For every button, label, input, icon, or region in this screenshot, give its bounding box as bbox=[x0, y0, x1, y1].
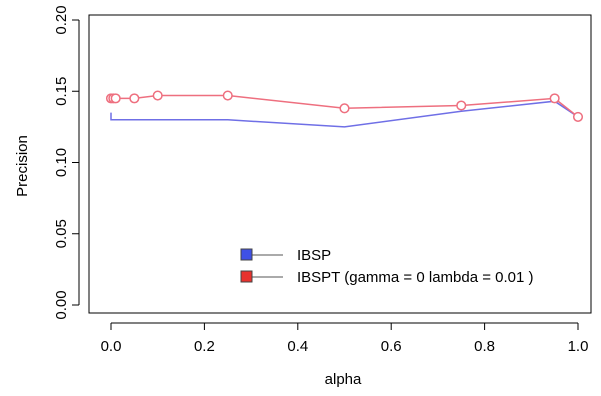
x-axis: 0.0 0.2 0.4 0.6 0.8 1.0 bbox=[101, 322, 589, 355]
data-point bbox=[152, 90, 163, 101]
data-point bbox=[456, 100, 467, 111]
legend-label-ibsp: IBSP bbox=[297, 247, 331, 264]
x-tick-label: 0.4 bbox=[287, 338, 308, 355]
y-tick-label: 0.20 bbox=[53, 5, 70, 34]
y-tick-label: 0.10 bbox=[53, 148, 70, 177]
plot-frame bbox=[88, 14, 592, 314]
x-tick-label: 0.6 bbox=[381, 338, 402, 355]
data-point bbox=[339, 103, 350, 114]
y-tick-label: 0.05 bbox=[53, 219, 70, 248]
data-point bbox=[129, 93, 140, 104]
data-point bbox=[572, 111, 584, 122]
y-tick-label: 0.15 bbox=[53, 77, 70, 106]
data-point bbox=[110, 93, 121, 104]
y-tick-label: 0.00 bbox=[53, 290, 70, 319]
legend: IBSP IBSPT (gamma = 0 lambda = 0.01 ) bbox=[240, 247, 534, 286]
legend-label-ibspt: IBSPT (gamma = 0 lambda = 0.01 ) bbox=[297, 269, 534, 286]
x-tick-label: 1.0 bbox=[568, 338, 589, 355]
x-tick-label: 0.8 bbox=[474, 338, 495, 355]
y-axis: 0.00 0.05 0.10 0.15 0.20 bbox=[53, 5, 80, 320]
legend-swatch-ibsp bbox=[240, 248, 253, 261]
legend-swatch-ibspt bbox=[240, 270, 253, 283]
x-tick-label: 0.0 bbox=[101, 338, 122, 355]
data-point bbox=[549, 93, 560, 104]
x-axis-title: alpha bbox=[325, 371, 362, 388]
series-layer bbox=[105, 90, 584, 128]
data-point bbox=[222, 90, 233, 101]
x-tick-label: 0.2 bbox=[194, 338, 215, 355]
y-axis-title: Precision bbox=[14, 135, 31, 197]
